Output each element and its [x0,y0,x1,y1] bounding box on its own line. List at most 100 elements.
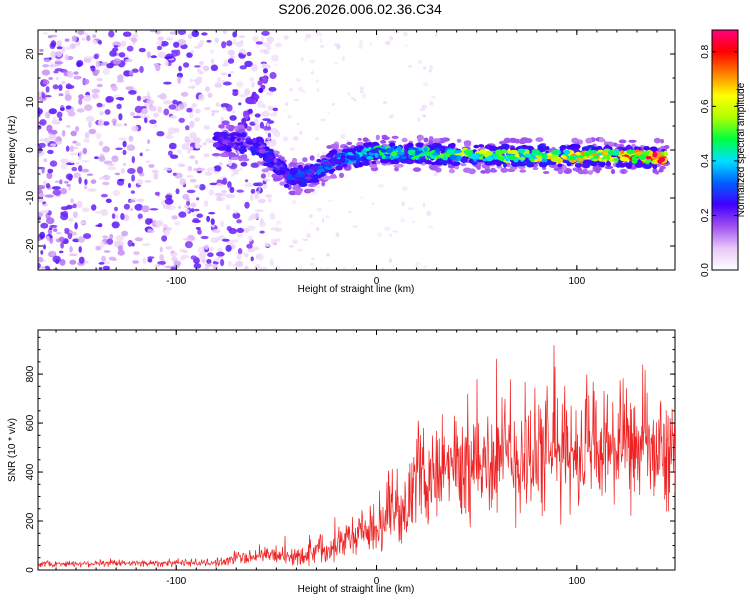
spectral-blob [325,215,330,218]
spectral-blob [105,198,112,203]
spectral-blob [253,118,259,125]
spectral-blob [291,157,298,163]
spectral-blob [185,197,191,203]
spectral-blob [345,140,351,143]
spectral-blob [585,138,593,142]
spectral-blob [587,170,594,175]
spectral-blob [128,135,134,142]
spectral-blob [607,150,614,156]
y-tick-label: -20 [25,238,36,253]
spectral-blob [123,123,128,126]
colorbar-label: Normalized spectral amplitude [736,82,747,217]
spectral-blob [452,149,462,154]
spectral-blob [131,174,136,182]
spectral-blob [67,70,74,78]
spectral-blob [150,106,157,112]
spectral-blob [52,255,61,263]
spectral-blob [171,215,178,220]
spectral-blob [348,211,352,214]
y-tick-label: 0 [25,567,36,573]
spectral-blob [279,181,286,186]
spectral-blob [102,235,109,239]
spectral-blob [91,204,97,211]
spectral-blob [222,81,232,86]
spectral-blob [96,83,103,88]
spectral-blob [174,221,181,226]
spectral-blob [270,227,276,231]
spectral-blob [56,111,63,119]
spectral-blob [52,84,59,90]
spectral-blob [187,165,193,172]
spectral-blob [331,161,336,167]
spectral-blob [240,161,248,167]
spectral-blob [422,114,427,118]
spectral-blob [250,213,259,220]
spectral-blob [412,167,422,172]
spectral-blob [571,137,579,144]
spectral-blob [62,129,66,137]
spectral-blob [189,146,194,151]
spectral-blob [336,154,341,158]
spectral-blob [179,178,187,186]
spectral-blob [428,69,432,73]
spectral-blob [38,108,43,115]
spectral-blob [598,157,603,162]
spectral-blob [371,202,374,205]
spectral-blob [56,40,62,47]
spectral-blob [321,160,331,166]
spectral-blob [189,113,194,118]
spectral-blob [431,146,436,150]
spectral-blob [137,178,144,186]
spectral-blob [58,236,65,242]
colorbar-ticks: 0.0 0.2 0.4 0.6 0.8 [700,44,738,277]
spectral-blob [83,32,89,36]
spectral-blob [210,237,219,244]
spectral-blob [244,88,251,96]
spectral-blob [149,208,159,211]
spectral-blob [58,117,63,121]
spectral-blob [246,243,253,249]
spectral-blob [131,125,139,132]
x-tick-label: -100 [166,576,186,587]
spectral-blob [73,75,82,80]
spectral-blob [356,148,362,154]
spectral-blob [273,177,282,182]
spectral-blob [227,49,235,56]
spectral-blob [173,41,180,48]
spectral-blob [316,158,322,163]
spectral-blob [134,105,143,113]
spectral-blob [113,45,119,48]
spectral-blob [396,151,405,156]
spectral-blob [45,86,50,93]
spectral-blob [198,71,204,75]
spectral-blob [178,117,185,123]
spectral-blob [263,162,269,167]
spectral-blob [94,156,99,160]
spectral-blob [605,161,612,167]
spectral-blob [144,117,148,124]
spectral-blob [117,74,124,82]
spectral-blob [232,171,239,176]
spectral-blob [251,246,260,251]
spectral-blob [560,154,566,158]
spectral-blob [100,177,106,180]
spectral-blob [84,104,93,111]
spectral-blob [310,222,313,226]
spectral-blob [237,248,243,255]
spectral-blob [463,140,472,145]
spectral-blob [500,143,510,150]
spectral-blob [38,256,44,263]
spectral-blob [102,181,110,186]
spectral-blob [301,186,306,189]
spectral-blob [653,137,661,144]
spectral-blob [186,107,193,113]
spectral-blob [95,132,102,140]
spectral-blob [532,166,539,171]
spectral-blob [634,151,644,156]
y-tick-label: 10 [25,96,36,108]
spectral-blob [246,51,252,57]
spectral-blob [317,185,320,189]
spectral-blob [380,148,387,153]
spectral-blob [221,41,227,49]
spectral-blob [490,167,496,173]
